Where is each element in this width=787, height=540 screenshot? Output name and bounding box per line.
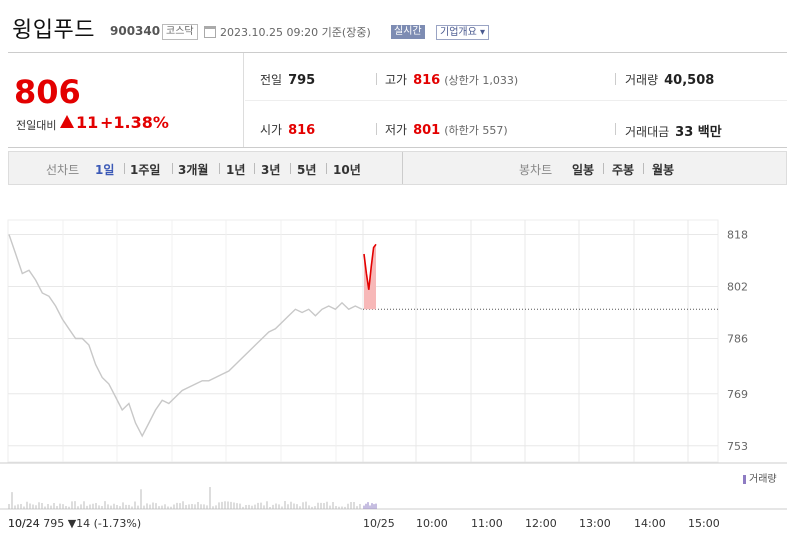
line-chart-title: 선차트 [46,163,80,177]
current-price: 806 [14,73,81,111]
y-tick-label: 753 [727,440,748,453]
stock-code: 900340 [110,24,161,38]
y-tick-label: 802 [727,281,748,294]
y-tick-label: 786 [727,333,748,346]
x-tick-label: 10:00 [416,517,448,530]
volume-legend: 거래량 [743,470,777,485]
divider [376,123,377,135]
high-label: 고가 [385,73,408,87]
tab-divider [643,163,644,174]
plot-frame [7,219,719,463]
candle-chart-title: 봉차트 [519,163,553,177]
high-value: 816 [413,73,441,88]
volume-value: 40,508 [664,73,715,88]
prev-close: 전일 795 [260,71,315,88]
diff-label: 전일대비 [16,119,57,132]
calendar-icon [204,26,216,38]
x-tick-label: 10/25 [363,517,395,530]
stock-name: 윙입푸드 [12,18,95,43]
divider [376,73,377,85]
volume-legend-swatch [743,474,746,484]
upper-limit: (상한가 1,033) [444,74,519,87]
tab-group-divider [402,152,403,184]
tab-monthly[interactable]: 월봉 [652,163,675,177]
diff-value: 11 [76,113,99,132]
amount-label: 거래대금 [625,125,670,139]
divider [615,73,616,85]
low-value: 801 [413,123,441,138]
tab-weekly[interactable]: 주봉 [612,163,635,177]
tab-10year[interactable]: 10년 [333,163,361,177]
current-price-box: 806 전일대비 11 +1.38% [8,53,244,147]
tab-divider [290,163,291,174]
open-price: 시가 816 [260,121,315,138]
today-line [363,243,377,290]
trade-amount: 거래대금 33 백만 [625,121,722,140]
high-price: 고가 816 (상한가 1,033) [385,71,518,88]
market-badge: 코스닥 [162,24,198,40]
low-price: 저가 801 (하한가 557) [385,121,508,138]
tab-daily[interactable]: 일봉 [572,163,595,177]
tab-3month[interactable]: 3개월 [178,163,209,177]
stock-header: 윙입푸드 900340 코스닥 2023.10.25 09:20 기준(장중) … [0,0,787,50]
prev-close-value: 795 [288,73,316,88]
realtime-badge[interactable]: 실시간 [391,25,425,39]
tab-1year[interactable]: 1년 [226,163,246,177]
y-tick-label: 818 [727,229,748,242]
x-tick-label: 11:00 [471,517,503,530]
tab-divider [172,163,173,174]
open-label: 시가 [260,123,283,137]
tab-divider [326,163,327,174]
row-divider [245,100,787,101]
x-tick-label: 12:00 [525,517,557,530]
x-tick-label: 15:00 [688,517,720,530]
prev-close-label: 전일 [260,73,283,87]
tab-3year[interactable]: 3년 [261,163,281,177]
volume-legend-label: 거래량 [749,474,777,485]
tab-divider [254,163,255,174]
y-tick-label: 769 [727,388,748,401]
quote-datetime: 2023.10.25 09:20 기준(장중) [220,26,371,39]
tab-5year[interactable]: 5년 [297,163,317,177]
price-panel: 806 전일대비 11 +1.38% 전일 795 고가 816 (상한가 1,033… [8,52,787,148]
tab-divider [124,163,125,174]
prev-day-info: 10/24 795 ▼14 (-1.73%) [8,517,142,530]
chart-period-tabs: 선차트 1일 1주일 3개월 1년 3년 5년 10년 봉차트 일봉 주봉 월봉 [8,151,787,185]
x-tick-label: 13:00 [579,517,611,530]
volume: 거래량 40,508 [625,71,714,88]
volume-label: 거래량 [625,73,659,87]
open-value: 816 [288,123,316,138]
low-label: 저가 [385,123,408,137]
up-arrow-icon [60,115,74,128]
x-tick-label: 14:00 [634,517,666,530]
tab-divider [219,163,220,174]
divider [615,123,616,135]
diff-rate: +1.38% [100,113,169,132]
lower-limit: (하한가 557) [444,124,508,137]
tab-1week[interactable]: 1주일 [130,163,161,177]
tab-divider [603,163,604,174]
company-overview-button[interactable]: 기업개요 ▾ [436,25,489,40]
prev-day-line [8,234,363,438]
tab-1day[interactable]: 1일 [95,163,115,177]
today-area [364,244,376,310]
amount-value: 33 백만 [675,125,722,140]
